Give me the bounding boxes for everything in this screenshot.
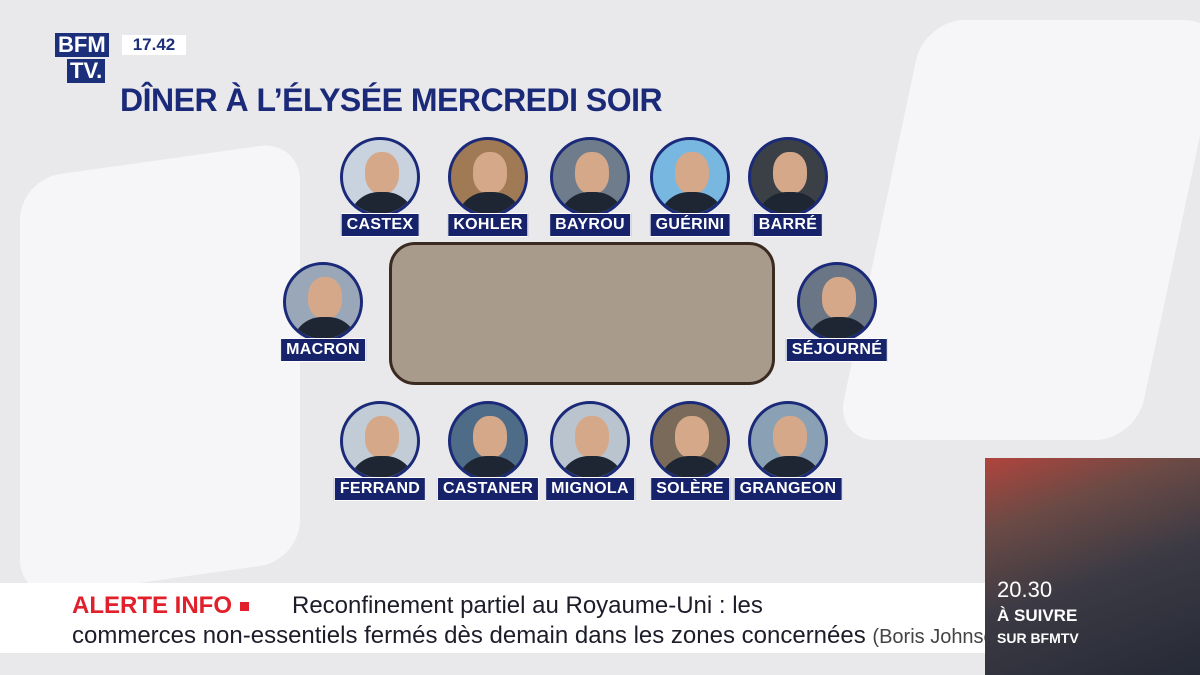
face bbox=[773, 416, 807, 458]
logo-line1: BFM bbox=[55, 33, 109, 57]
alert-dot bbox=[240, 602, 249, 612]
portrait bbox=[340, 401, 420, 481]
name-label: BARRÉ bbox=[752, 213, 824, 237]
name-label: KOHLER bbox=[447, 213, 529, 237]
face bbox=[575, 152, 609, 194]
next-time: 20.30 bbox=[997, 577, 1053, 602]
face bbox=[675, 152, 709, 194]
headline-source: (Boris Johnson) bbox=[872, 626, 1013, 648]
table bbox=[389, 242, 775, 385]
portrait bbox=[550, 137, 630, 217]
logo-line2: TV. bbox=[67, 59, 106, 83]
portrait bbox=[748, 401, 828, 481]
name-label: SÉJOURNÉ bbox=[785, 338, 889, 362]
name-label: CASTEX bbox=[340, 213, 420, 237]
bg-shape bbox=[20, 140, 300, 600]
portrait bbox=[448, 401, 528, 481]
face bbox=[473, 416, 507, 458]
shoulders bbox=[292, 317, 358, 339]
face bbox=[822, 277, 856, 319]
face bbox=[675, 416, 709, 458]
next-label: À SUIVRE bbox=[997, 606, 1078, 625]
alert-text: ALERTE INFO bbox=[72, 592, 232, 619]
shoulders bbox=[349, 456, 415, 478]
alert-label: ALERTE INFO bbox=[72, 592, 249, 620]
shoulders bbox=[806, 317, 872, 339]
portrait bbox=[748, 137, 828, 217]
banner bbox=[0, 583, 985, 653]
bg-shape bbox=[835, 20, 1200, 440]
headline-1: Reconfinement partiel au Royaume-Uni : l… bbox=[292, 592, 763, 619]
headline-2: commerces non-essentiels fermés dès dema… bbox=[72, 622, 1012, 650]
shoulders bbox=[757, 456, 823, 478]
face bbox=[365, 416, 399, 458]
clock: 17.42 bbox=[122, 35, 186, 55]
portrait bbox=[448, 137, 528, 217]
shoulders bbox=[349, 192, 415, 214]
portrait bbox=[650, 401, 730, 481]
name-label: GUÉRINI bbox=[649, 213, 731, 237]
name-label: MIGNOLA bbox=[545, 477, 635, 501]
name-label: CASTANER bbox=[436, 477, 540, 501]
portrait bbox=[283, 262, 363, 342]
next-panel bbox=[985, 458, 1200, 675]
title: DÎNER À L’ÉLYSÉE MERCREDI SOIR bbox=[120, 82, 663, 118]
name-label: FERRAND bbox=[333, 477, 427, 501]
shoulders bbox=[659, 456, 725, 478]
shoulders bbox=[457, 192, 523, 214]
face bbox=[575, 416, 609, 458]
shoulders bbox=[457, 456, 523, 478]
shoulders bbox=[559, 192, 625, 214]
headline-line2: commerces non-essentiels fermés dès dema… bbox=[72, 622, 866, 649]
shoulders bbox=[659, 192, 725, 214]
name-label: MACRON bbox=[280, 338, 366, 362]
portrait bbox=[797, 262, 877, 342]
face bbox=[365, 152, 399, 194]
name-label: SOLÈRE bbox=[650, 477, 730, 501]
shoulders bbox=[757, 192, 823, 214]
next-channel: SUR BFMTV bbox=[997, 630, 1079, 646]
portrait bbox=[340, 137, 420, 217]
portrait bbox=[650, 137, 730, 217]
face bbox=[773, 152, 807, 194]
shoulders bbox=[559, 456, 625, 478]
logo: BFM TV. bbox=[55, 33, 117, 85]
face bbox=[308, 277, 342, 319]
portrait bbox=[550, 401, 630, 481]
face bbox=[473, 152, 507, 194]
name-label: BAYROU bbox=[549, 213, 631, 237]
name-label: GRANGEON bbox=[733, 477, 843, 501]
